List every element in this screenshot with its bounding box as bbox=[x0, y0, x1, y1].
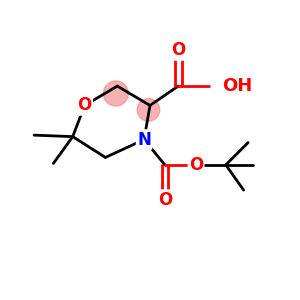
Text: O: O bbox=[77, 96, 92, 114]
Text: OH: OH bbox=[222, 77, 252, 95]
Text: O: O bbox=[158, 190, 172, 208]
Text: O: O bbox=[171, 41, 185, 59]
Text: N: N bbox=[137, 130, 151, 148]
Text: O: O bbox=[189, 156, 203, 174]
Circle shape bbox=[137, 99, 160, 121]
Circle shape bbox=[103, 81, 128, 106]
